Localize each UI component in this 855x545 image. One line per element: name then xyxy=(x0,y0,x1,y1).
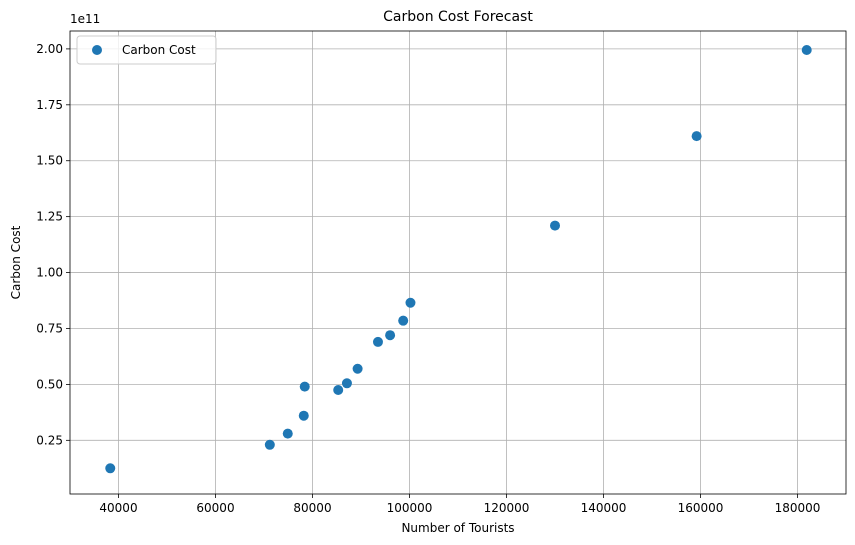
data-point xyxy=(105,463,116,474)
y-tick-label: 2.00 xyxy=(36,42,63,56)
data-point xyxy=(282,428,293,439)
legend-marker xyxy=(92,45,102,55)
legend: Carbon Cost xyxy=(76,35,217,65)
data-point xyxy=(341,378,352,389)
data-point xyxy=(264,439,275,450)
data-point xyxy=(691,131,702,142)
data-point xyxy=(405,297,416,308)
data-point xyxy=(398,315,409,326)
x-axis-ticks: 40000 60000 80000 100000 120000 140000 160000 1… xyxy=(99,494,820,515)
y-tick-label: 1.25 xyxy=(36,210,63,224)
data-point xyxy=(299,381,310,392)
legend-label: Carbon Cost xyxy=(122,43,196,57)
x-tick-label: 160000 xyxy=(678,501,724,515)
y-tick-label: 0.50 xyxy=(36,377,63,391)
y-axis-ticks: 0.25 0.50 0.75 1.00 1.25 1.50 1.75 2.00 xyxy=(36,42,70,447)
data-point xyxy=(385,330,396,341)
data-points xyxy=(105,45,812,474)
grid-lines xyxy=(70,31,846,494)
y-tick-label: 1.75 xyxy=(36,98,63,112)
x-tick-label: 80000 xyxy=(293,501,331,515)
data-point xyxy=(333,384,344,395)
y-tick-label: 0.75 xyxy=(36,321,63,335)
y-tick-label: 0.25 xyxy=(36,433,63,447)
y-axis-title: Carbon Cost xyxy=(9,225,23,299)
x-tick-label: 180000 xyxy=(775,501,821,515)
y-axis-offset-label: 1e11 xyxy=(70,12,100,26)
x-tick-label: 40000 xyxy=(99,501,137,515)
y-tick-label: 1.00 xyxy=(36,266,63,280)
x-tick-label: 100000 xyxy=(387,501,433,515)
x-tick-label: 120000 xyxy=(484,501,530,515)
data-point xyxy=(801,45,812,56)
data-point xyxy=(372,336,383,347)
x-tick-label: 60000 xyxy=(196,501,234,515)
data-point xyxy=(298,410,309,421)
chart-title: Carbon Cost Forecast xyxy=(383,9,533,25)
y-tick-label: 1.50 xyxy=(36,154,63,168)
legend-box xyxy=(76,35,217,65)
x-axis-title: Number of Tourists xyxy=(401,521,514,535)
plot-frame xyxy=(69,30,847,495)
x-tick-label: 140000 xyxy=(581,501,627,515)
data-point xyxy=(550,220,560,231)
data-point xyxy=(352,363,363,374)
